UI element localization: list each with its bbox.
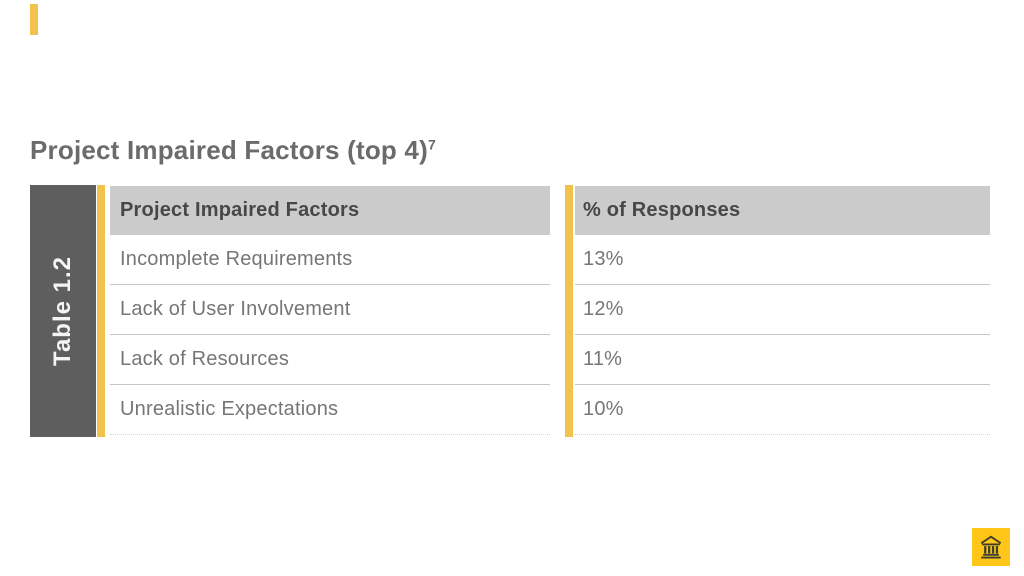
column-header-responses: % of Responses	[575, 186, 990, 235]
table-cell-response-3: 11%	[575, 335, 990, 385]
table-cell-response-1: 13%	[575, 235, 990, 285]
corner-badge-button[interactable]	[972, 528, 1010, 566]
top-left-accent-bar	[30, 4, 38, 35]
page-title-text: Project Impaired Factors (top 4)	[30, 135, 428, 165]
table-number-label: Table 1.2	[49, 256, 76, 366]
page-title: Project Impaired Factors (top 4)7	[30, 135, 436, 166]
table-cell-factor-2: Lack of User Involvement	[110, 285, 550, 335]
table-cell-factor-1: Incomplete Requirements	[110, 235, 550, 285]
bank-building-icon	[978, 534, 1004, 560]
table-column-factors: Project Impaired Factors Incomplete Requ…	[110, 186, 550, 435]
table-cell-factor-3: Lack of Resources	[110, 335, 550, 385]
table-cell-response-4: 10%	[575, 385, 990, 435]
table-cell-factor-4: Unrealistic Expectations	[110, 385, 550, 435]
accent-strip-right	[565, 185, 573, 437]
table-side-label: Table 1.2	[30, 185, 96, 437]
column-header-factors: Project Impaired Factors	[110, 186, 550, 235]
table-column-responses: % of Responses 13% 12% 11% 10%	[575, 186, 990, 435]
table-cell-response-2: 12%	[575, 285, 990, 335]
accent-strip-left	[97, 185, 105, 437]
page-title-footnote-marker: 7	[427, 136, 436, 153]
